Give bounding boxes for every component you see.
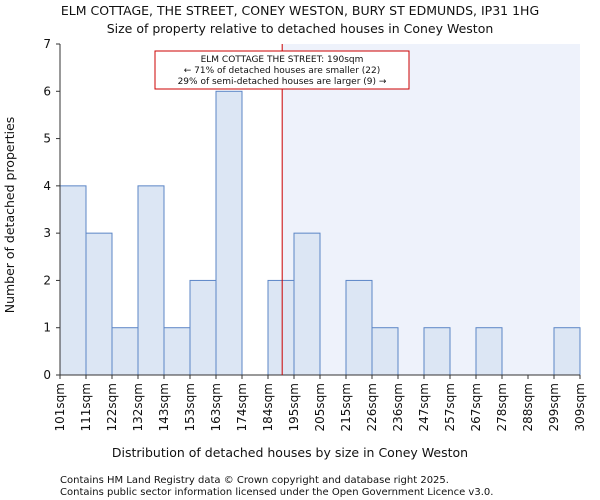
x-tick-label: 143sqm [157, 383, 171, 431]
bar [371, 327, 399, 376]
x-tick-label: 267sqm [469, 383, 483, 431]
x-axis-label: Distribution of detached houses by size … [112, 445, 468, 460]
x-tick-label: 215sqm [339, 383, 353, 431]
annotation-line-2: ← 71% of detached houses are smaller (22… [184, 66, 381, 76]
x-tick-label: 122sqm [105, 383, 119, 431]
footer-line-2: Contains public sector information licen… [60, 487, 493, 498]
x-tick-label: 184sqm [261, 383, 275, 431]
bar [59, 185, 87, 376]
y-tick-label: 1 [43, 321, 51, 335]
x-tick-label: 247sqm [417, 383, 431, 431]
bar [163, 327, 191, 376]
x-tick-label: 205sqm [313, 383, 327, 431]
y-tick-label: 0 [43, 368, 51, 382]
y-axis-label: Number of detached properties [2, 117, 17, 314]
y-tick-label: 5 [43, 132, 51, 146]
x-tick-label: 226sqm [365, 383, 379, 431]
y-tick-label: 7 [43, 37, 51, 51]
x-tick-label: 309sqm [573, 383, 587, 431]
y-ticks: 0 1 2 3 4 5 6 7 [43, 37, 60, 382]
annotation-line-3: 29% of semi-detached houses are larger (… [178, 77, 387, 87]
x-tick-label: 236sqm [391, 383, 405, 431]
x-tick-label: 299sqm [547, 383, 561, 431]
bar [111, 327, 139, 376]
x-tick-label: 278sqm [495, 383, 509, 431]
footer-line-1: Contains HM Land Registry data © Crown c… [60, 475, 449, 486]
bar [189, 279, 217, 376]
x-tick-label: 195sqm [287, 383, 301, 431]
x-tick-label: 101sqm [53, 383, 67, 431]
annotation-line-1: ELM COTTAGE THE STREET: 190sqm [201, 55, 364, 65]
bar [423, 327, 451, 376]
y-tick-label: 3 [43, 226, 51, 240]
x-tick-label: 257sqm [443, 383, 457, 431]
x-tick-label: 111sqm [79, 383, 93, 431]
bar [85, 232, 113, 376]
x-tick-label: 163sqm [209, 383, 223, 431]
x-tick-label: 174sqm [235, 383, 249, 431]
bar [215, 90, 243, 376]
chart-title: ELM COTTAGE, THE STREET, CONEY WESTON, B… [61, 3, 539, 18]
y-tick-label: 6 [43, 84, 51, 98]
y-tick-label: 4 [43, 179, 51, 193]
x-tick-label: 288sqm [521, 383, 535, 431]
bar [137, 185, 165, 376]
bar [267, 279, 295, 376]
x-ticks: 101sqm 111sqm 122sqm 132sqm 143sqm 153sqm 163s… [53, 375, 587, 431]
y-tick-label: 2 [43, 273, 51, 287]
chart-subtitle: Size of property relative to detached ho… [107, 21, 494, 36]
highlight-region-fill [282, 44, 580, 375]
bar [293, 232, 321, 376]
annotation-box [154, 50, 410, 90]
bar [553, 327, 581, 376]
bar [475, 327, 503, 376]
x-tick-label: 132sqm [131, 383, 145, 431]
bar [345, 279, 373, 376]
highlight-region [282, 44, 580, 375]
x-tick-label: 153sqm [183, 383, 197, 431]
bars [59, 90, 581, 376]
